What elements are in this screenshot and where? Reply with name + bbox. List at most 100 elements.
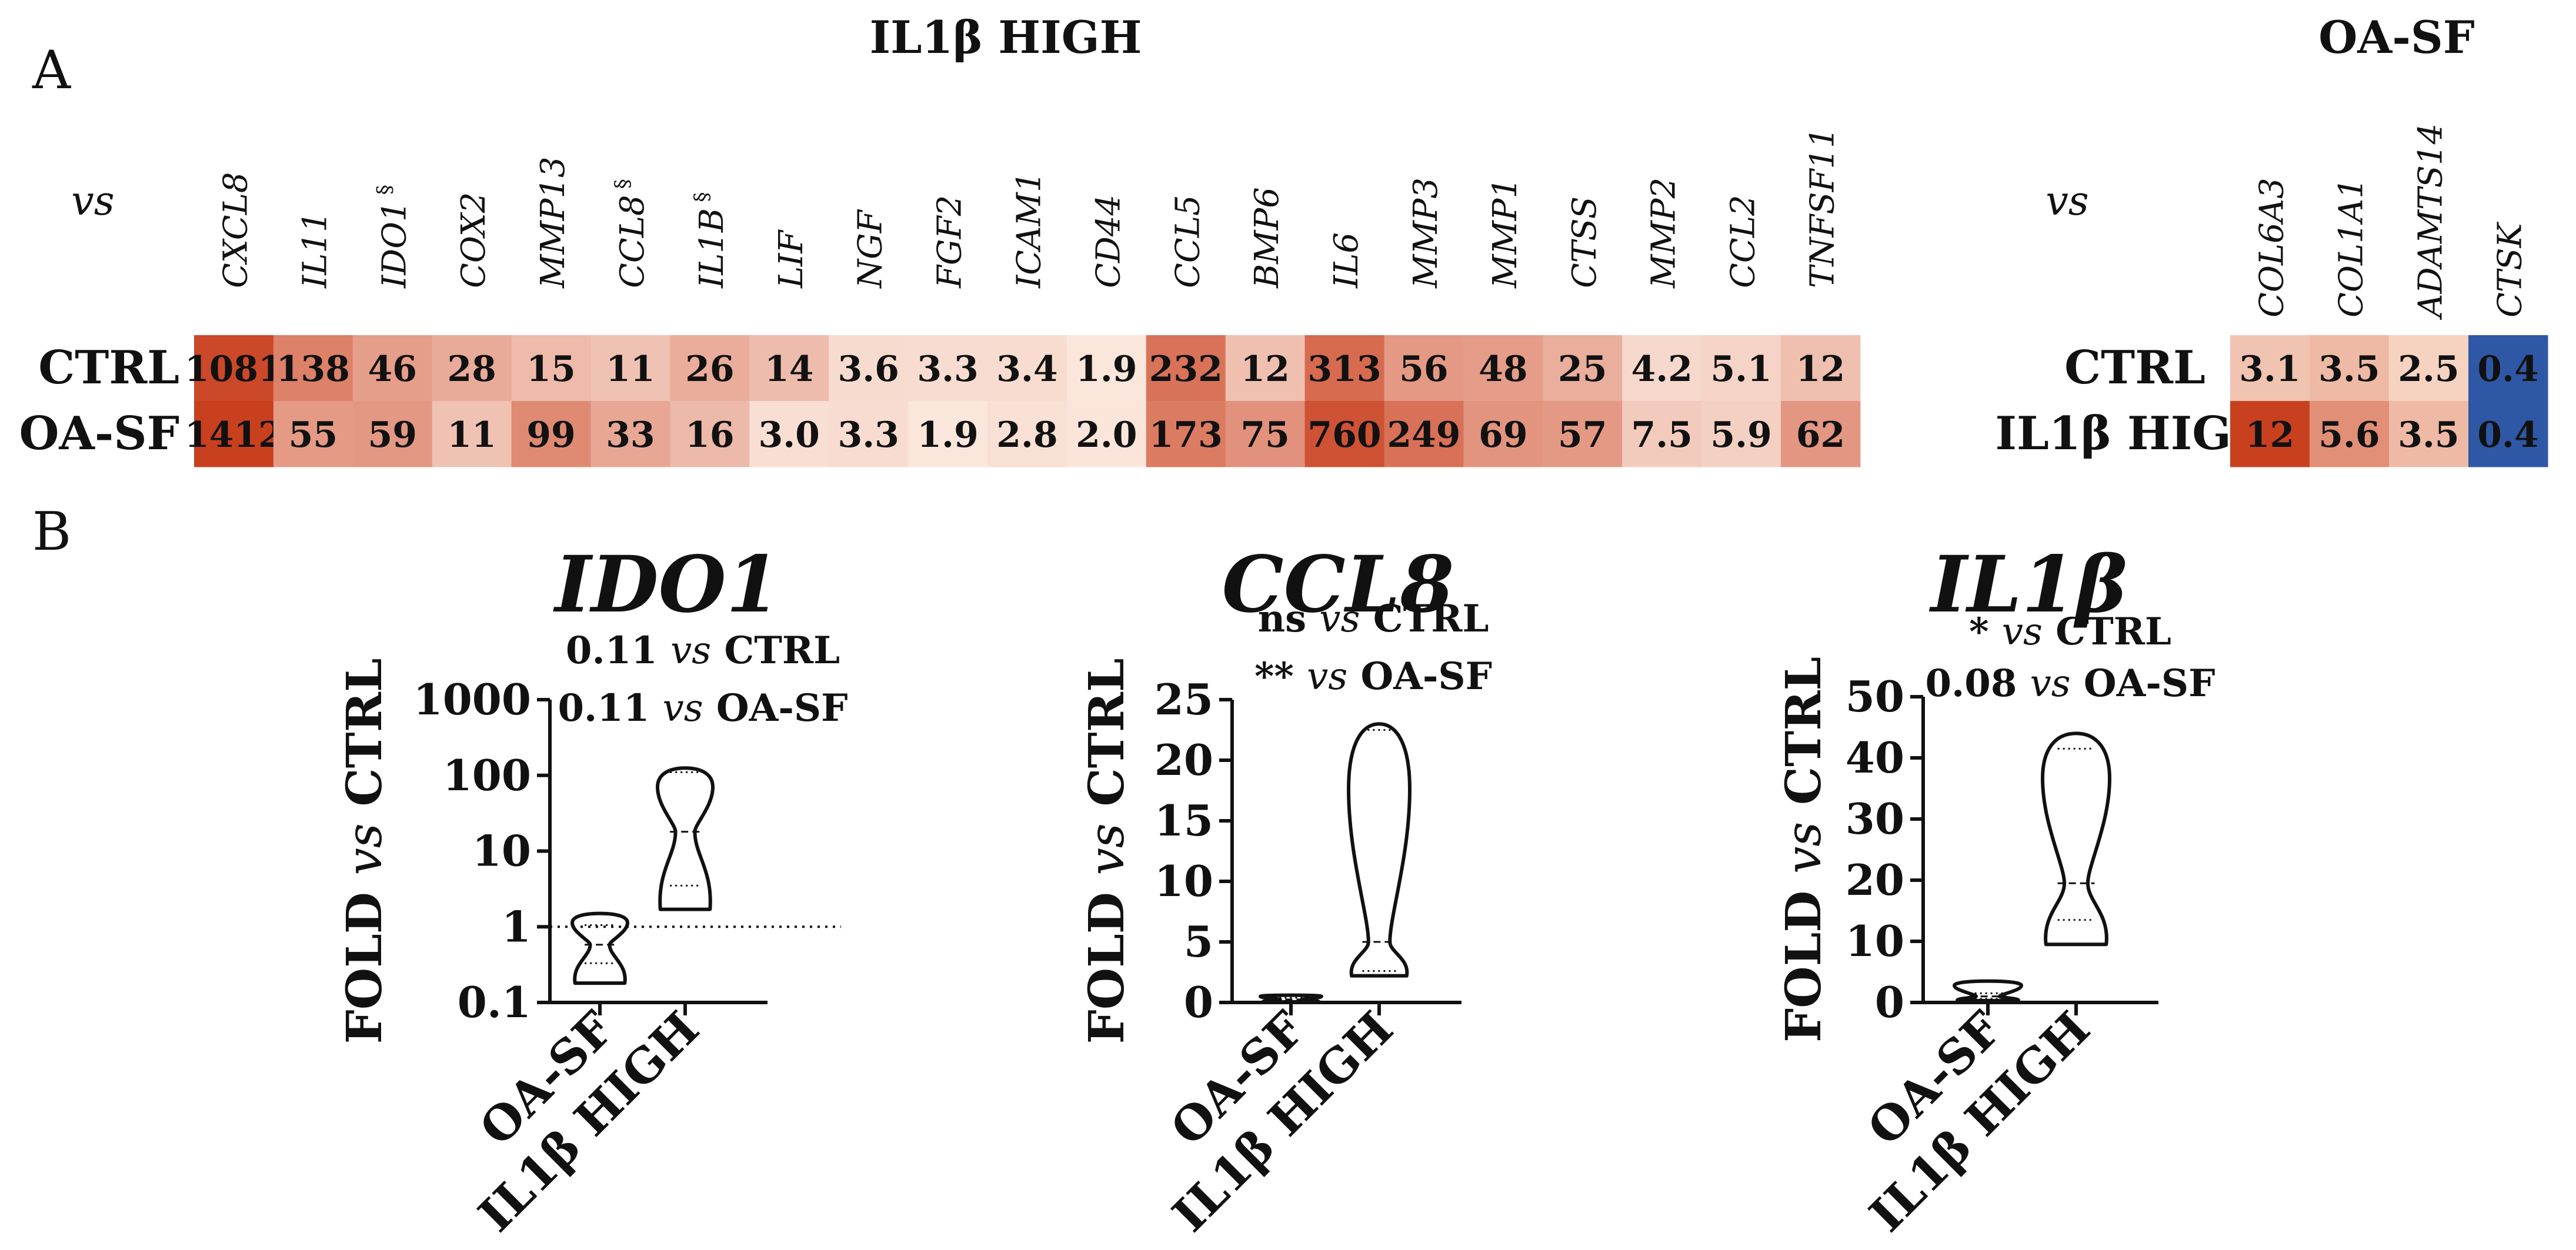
heatmap-cell [511,401,591,467]
cell-value: 59 [368,415,418,456]
heatmap-cell [749,401,829,467]
y-tick-label: 10 [1846,916,1904,966]
heatmap-il1b-high-row-labels: CTRL OA-SF [19,341,179,460]
heatmap-cell [1701,335,1781,402]
heatmap-cell [1543,335,1623,402]
row-label: IL1β HIGH [1995,407,2274,460]
cell-value: 14 [765,349,814,390]
cell-value: 3.1 [2239,349,2300,390]
heatmap-cell [908,401,988,467]
y-tick-label: 5 [1184,917,1213,967]
cell-value: 1.9 [917,415,978,456]
violin-shape [570,911,629,985]
row-label: CTRL [38,341,179,395]
heatmap-oa-sf: OA-SF vs COL6A3 COL1A1 ADAMTS14 CTSK CTRL IL… [1995,11,2548,467]
cell-value: 25 [1558,349,1607,390]
panel-b-label: B [32,501,71,563]
row-label: CTRL [2064,341,2205,395]
violin-plot-title: IL1β [1928,539,2127,630]
cell-value: 5.1 [1710,349,1771,390]
y-axis-title: FOLD vs CTRL [1079,658,1135,1044]
cell-value: 1081 [185,349,283,390]
heatmap-cell [987,335,1067,402]
significance-annotation: 0.11 vs OA-SF [558,686,847,730]
heatmap-cell [1543,401,1623,467]
heatmap-il1b-high-column-headers: CXCL8 IL11 IDO1§ COX2 MMP13 CCL8§ IL1B§ LIF NGF F… [216,127,1841,289]
heatmap-cell [352,335,433,402]
cell-value: 12 [1796,349,1846,390]
cell-value: 11 [447,415,496,456]
cell-value: 33 [606,415,655,456]
column-header: ADAMTS14 [2412,123,2450,320]
cell-value: 46 [368,349,418,390]
column-header: CCL2 [1724,195,1763,288]
heatmap-cell [1463,335,1543,402]
significance-annotation: 0.08 vs OA-SF [1925,661,2215,706]
y-tick-label: 1 [502,901,531,951]
heatmap-cell [1225,335,1306,402]
heatmap-cell [1304,401,1384,467]
column-header: IL11 [296,211,334,289]
cell-value: 12 [1240,349,1290,390]
heatmap-cell [2468,335,2548,402]
cell-value: 3.4 [996,349,1057,390]
column-header: CCL8§ [611,179,652,288]
cell-value: 55 [289,415,338,456]
column-header: CCL5 [1169,195,1207,288]
heatmap-cell [1463,401,1543,467]
column-header: COL6A3 [2253,178,2291,317]
heatmap-cell [829,401,909,467]
significance-annotation: * vs CTRL [1969,610,2171,654]
violin-shape [1953,979,2023,1002]
cell-value: 173 [1149,415,1223,456]
heatmap-cell [273,335,353,402]
column-header: MMP2 [1645,178,1683,289]
cell-value: 26 [685,349,735,390]
heatmap-cell [1384,335,1464,402]
heatmap-cell [670,401,750,467]
y-axis-title: FOLD vs CTRL [1776,657,1832,1042]
cell-value: 3.5 [2318,349,2380,390]
heatmap-cell [194,401,274,467]
cell-value: 48 [1479,349,1528,390]
cell-value: 2.0 [1076,415,1137,456]
cell-value: 3.5 [2398,415,2459,456]
heatmap-cell [829,335,909,402]
panel-a-label: A [32,39,71,101]
heatmap-cell [1622,335,1702,402]
heatmap-oa-sf-title: OA-SF [2318,11,2475,63]
cell-value: 7.5 [1631,415,1692,456]
y-axis-title: FOLD vs CTRL [336,658,393,1044]
y-tick-label: 30 [1846,794,1904,844]
heatmap-cell [987,401,1067,467]
column-header: CTSS [1566,196,1604,288]
cell-value: 0.4 [2477,349,2538,390]
column-header: CD44 [1089,195,1127,288]
heatmap-cell [1146,401,1226,467]
heatmap-cell [1781,401,1861,467]
cell-value: 69 [1479,415,1528,456]
heatmap-il1b-high: IL1β HIGH vs CXCL8 IL11 IDO1§ COX2 MMP13 CCL8… [19,11,1861,467]
cell-value: 3.0 [759,415,820,456]
cell-value: 4.2 [1631,349,1692,390]
cell-value: 5.6 [2318,415,2380,456]
violin-plot-il1b: IL1β* vs CTRL 0.08 vs OA-SF FOLD vs CTRL 0 1… [1776,539,2215,1242]
column-header: IDO1§ [373,185,413,289]
cell-value: 760 [1307,415,1381,456]
cell-value: 56 [1399,349,1449,390]
column-header: COL1A1 [2333,178,2371,317]
violin-shape [2041,731,2111,947]
y-tick-label: 0.1 [458,977,531,1027]
heatmap-cell [2468,401,2548,467]
cell-value: 2.8 [996,415,1057,456]
heatmap-cell [1225,401,1306,467]
heatmap-oa-sf-cells: 3.1 3.5 2.5 0.4 12 5.6 3.5 0.4 [2230,335,2548,467]
y-tick-label: 100 [443,750,531,800]
heatmap-cell [2310,401,2390,467]
column-header: CXCL8 [216,172,255,288]
y-tick-label: 15 [1154,796,1213,845]
violin-shape [1347,722,1412,978]
cell-value: 3.3 [837,415,899,456]
column-header: FGF2 [931,195,969,289]
